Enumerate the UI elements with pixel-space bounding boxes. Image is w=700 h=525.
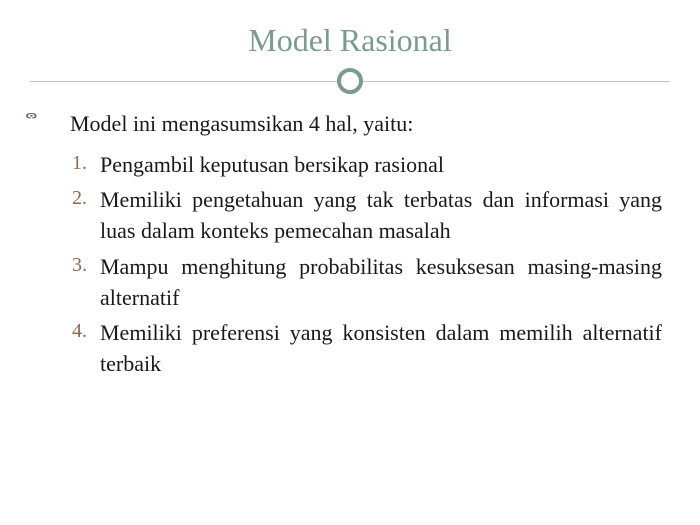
numbered-list: Pengambil keputusan bersikap rasional Me… bbox=[38, 149, 662, 380]
slide-content: ຶ Model ini mengasumsikan 4 hal, yaitu: … bbox=[30, 111, 670, 380]
intro-line: ຶ Model ini mengasumsikan 4 hal, yaitu: bbox=[38, 111, 662, 137]
list-item: Mampu menghitung probabilitas kesuksesan… bbox=[72, 251, 662, 313]
title-divider bbox=[30, 67, 670, 95]
list-item: Memiliki preferensi yang konsisten dalam… bbox=[72, 317, 662, 379]
slide-container: Model Rasional ຶ Model ini mengasumsikan… bbox=[0, 0, 700, 525]
slide-title: Model Rasional bbox=[30, 22, 670, 59]
list-item: Memiliki pengetahuan yang tak terbatas d… bbox=[72, 184, 662, 246]
list-item: Pengambil keputusan bersikap rasional bbox=[72, 149, 662, 180]
intro-text: Model ini mengasumsikan 4 hal, yaitu: bbox=[70, 111, 413, 137]
circle-icon bbox=[337, 68, 363, 94]
script-bullet-icon: ຶ bbox=[38, 112, 64, 137]
